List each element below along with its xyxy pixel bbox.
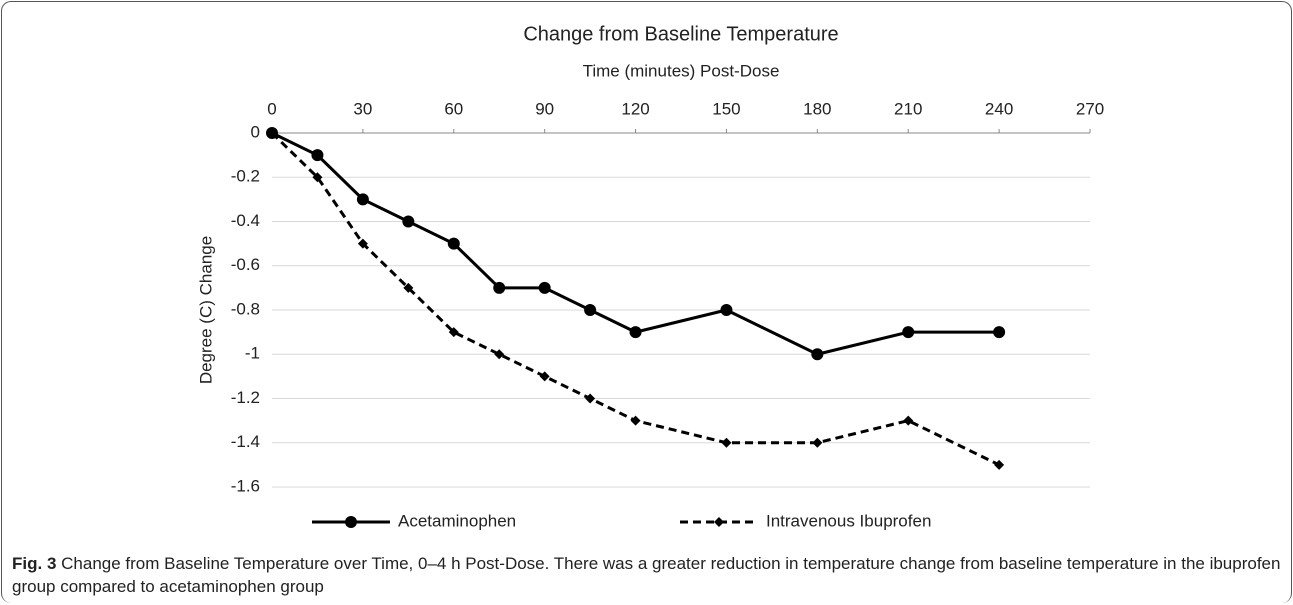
x-tick-label: 240 [985, 99, 1013, 118]
x-tick-label: 150 [712, 99, 740, 118]
y-axis-label: Degree (C) Change [196, 236, 215, 384]
y-tick-label: -1.4 [231, 432, 260, 451]
marker [447, 237, 460, 250]
series-line [271, 131, 1000, 356]
marker [267, 128, 277, 138]
legend-label: Acetaminophen [398, 511, 516, 530]
marker [721, 437, 732, 448]
marker [538, 281, 551, 294]
marker [902, 326, 915, 339]
y-tick-label: -0.8 [231, 299, 260, 318]
x-tick-label: 30 [353, 99, 372, 118]
y-tick-label: -1.2 [231, 388, 260, 407]
x-tick-label: 180 [803, 99, 831, 118]
marker [811, 348, 824, 361]
marker [448, 327, 459, 338]
x-tick-label: 210 [894, 99, 922, 118]
marker [720, 304, 733, 316]
caption-text: Change from Baseline Temperature over Ti… [12, 554, 1281, 596]
x-tick-label: 120 [621, 99, 649, 118]
marker [311, 149, 324, 162]
y-tick-label: -1.6 [231, 476, 260, 495]
marker [584, 304, 597, 316]
caption: Fig. 3 Change from Baseline Temperature … [12, 552, 1282, 598]
marker [357, 238, 368, 249]
marker [345, 516, 357, 528]
chart-title: Change from Baseline Temperature [523, 23, 838, 45]
x-tick-label: 270 [1076, 99, 1104, 118]
marker [493, 281, 506, 294]
marker [714, 517, 724, 527]
chart: Change from Baseline Temperature Time (m… [196, 23, 1104, 530]
series-line [270, 131, 1000, 467]
marker [402, 215, 415, 228]
marker [585, 393, 596, 404]
marker [630, 415, 641, 426]
caption-label: Fig. 3 [12, 554, 57, 573]
y-tick-label: -0.4 [231, 211, 260, 230]
legend-label: Intravenous Ibuprofen [766, 511, 931, 530]
marker [812, 437, 823, 448]
marker [994, 459, 1005, 470]
marker [993, 326, 1006, 339]
marker [494, 349, 505, 360]
y-tick-label: -0.2 [231, 167, 260, 186]
y-tick-label: -1 [245, 344, 260, 363]
x-tick-label: 60 [444, 99, 463, 118]
x-axis-label: Time (minutes) Post-Dose [583, 61, 780, 80]
x-tick-label: 0 [267, 99, 276, 118]
marker [356, 193, 369, 206]
x-tick-label: 90 [535, 99, 554, 118]
y-tick-label: -0.6 [231, 255, 260, 274]
marker [539, 371, 550, 382]
marker [629, 326, 642, 339]
marker [312, 172, 323, 183]
marker [903, 415, 914, 426]
y-tick-label: 0 [251, 122, 260, 141]
marker [403, 282, 414, 293]
